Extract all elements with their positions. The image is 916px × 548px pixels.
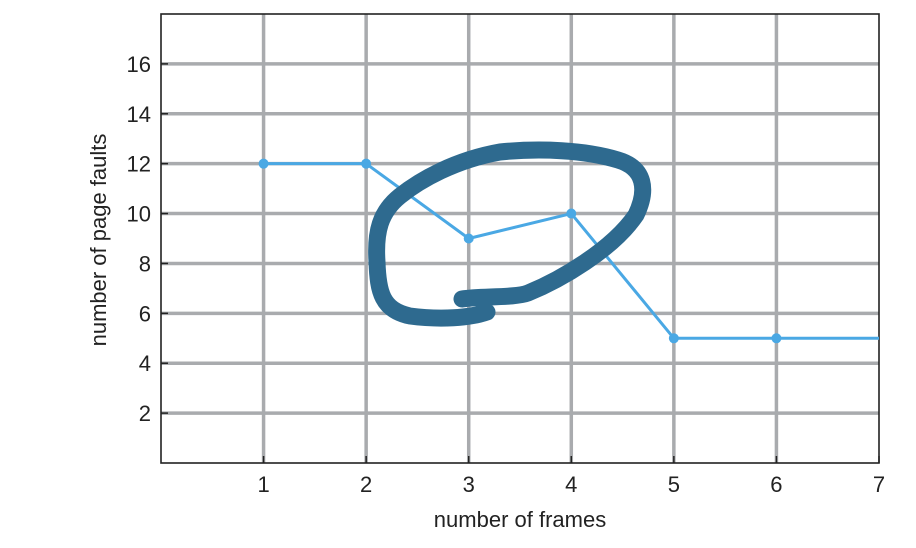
data-point-2 [361,158,372,169]
data-point-3 [463,233,474,244]
y-tick-label-2: 2 [139,401,151,426]
data-point-6 [771,333,782,344]
y-tick-label-16: 16 [127,52,151,77]
hand-drawn-circle-annotation [368,141,652,327]
y-tick-labels: 2 4 6 8 10 12 14 16 [127,52,151,426]
y-tick-label-14: 14 [127,102,151,127]
plot-frame [160,13,880,464]
series-line [258,158,879,344]
y-tick-label-10: 10 [127,202,151,227]
y-tick-label-12: 12 [127,152,151,177]
data-point-4 [566,208,577,219]
axes [160,13,880,464]
x-tick-label-6: 6 [770,472,782,497]
x-tick-label-7: 7 [873,472,885,497]
x-tick-label-4: 4 [565,472,577,497]
data-point-1 [258,158,269,169]
x-tick-label-3: 3 [463,472,475,497]
x-tick-label-5: 5 [668,472,680,497]
data-point-5 [668,333,679,344]
grid [161,14,879,463]
y-tick-label-4: 4 [139,351,151,376]
y-tick-label-8: 8 [139,251,151,276]
x-tick-label-1: 1 [257,472,269,497]
x-tick-label-2: 2 [360,472,372,497]
y-tick-label-6: 6 [139,301,151,326]
y-axis-label: number of page faults [86,134,111,347]
x-tick-labels: 1 2 3 4 5 6 7 [257,472,885,497]
x-axis-label: number of frames [434,507,606,532]
